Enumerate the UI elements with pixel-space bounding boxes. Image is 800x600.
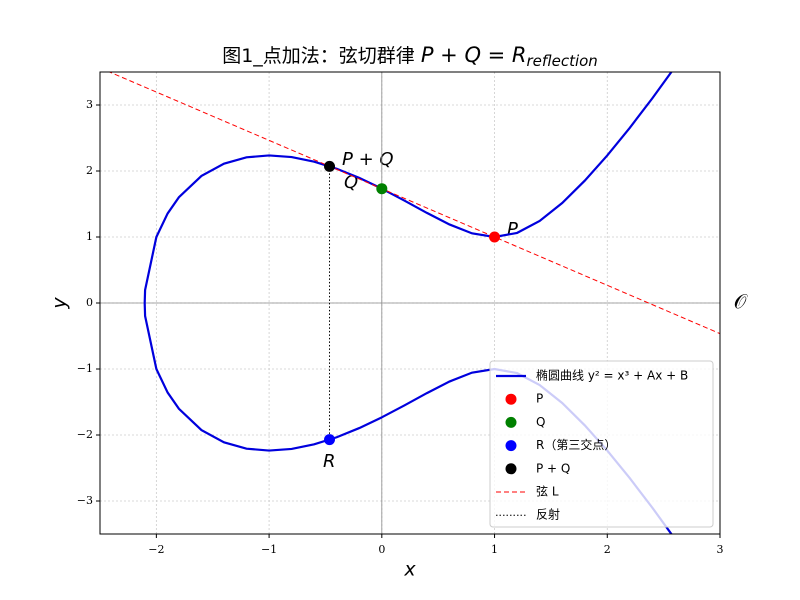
y-tick-label: −1: [77, 362, 93, 375]
x-tick-label: −2: [148, 543, 164, 556]
annotation: R: [323, 451, 336, 472]
legend-label: Q: [536, 415, 545, 429]
legend-marker: [505, 440, 517, 452]
point-marker: [376, 183, 388, 195]
y-axis-label: y: [49, 297, 71, 310]
point-marker: [324, 160, 336, 172]
x-tick-label: 0: [378, 543, 385, 556]
annotation: P + Q: [342, 149, 394, 170]
legend-label: 弦 L: [536, 484, 559, 499]
plot-area: [108, 72, 720, 534]
x-tick-label: −1: [261, 543, 277, 556]
series-line: [143, 72, 673, 534]
legend-label: P + Q: [536, 461, 570, 475]
legend: 椭圆曲线 y² = x³ + Ax + B PQ R（第三交点） P + Q 弦 L 反射: [489, 360, 714, 528]
title-text: 图1_点加法：弦切群律: [222, 45, 421, 67]
title-subscript: reflection: [527, 52, 598, 70]
x-axis-label: x: [403, 559, 416, 581]
annotation: Q: [344, 172, 358, 193]
series-line: [108, 72, 720, 335]
chart-title: 图1_点加法：弦切群律 P + Q = Rreflection: [222, 43, 598, 70]
legend-label: 椭圆曲线 y² = x³ + Ax + B: [536, 368, 688, 383]
point-marker: [324, 434, 336, 446]
point-marker: [489, 231, 501, 243]
legend-marker: [505, 416, 517, 428]
x-tick-label: 2: [604, 543, 611, 556]
legend-label: P: [536, 392, 543, 406]
axes-frame: [99, 71, 721, 535]
x-tick-label: 1: [491, 543, 498, 556]
legend-marker: [505, 463, 517, 475]
legend-label: 反射: [536, 507, 560, 522]
annotation: P: [507, 219, 518, 240]
x-tick-label: 3: [717, 543, 724, 556]
y-tick-label: −3: [77, 494, 93, 507]
y-tick-label: 3: [86, 98, 93, 111]
annotation: 𝒪: [734, 290, 748, 314]
legend-marker: [505, 393, 517, 405]
title-math: P + Q = R: [421, 43, 527, 67]
y-tick-label: 2: [86, 164, 93, 177]
legend-box: [489, 360, 714, 528]
y-tick-label: 1: [86, 230, 93, 243]
legend-label: R（第三交点）: [536, 437, 616, 452]
y-tick-label: 0: [86, 296, 93, 309]
y-tick-label: −2: [77, 428, 93, 441]
